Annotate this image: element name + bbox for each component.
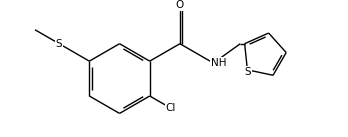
Text: Cl: Cl [166,103,176,113]
Text: S: S [56,39,63,49]
Text: O: O [176,0,184,10]
Text: NH: NH [211,58,226,68]
Text: S: S [244,67,251,77]
